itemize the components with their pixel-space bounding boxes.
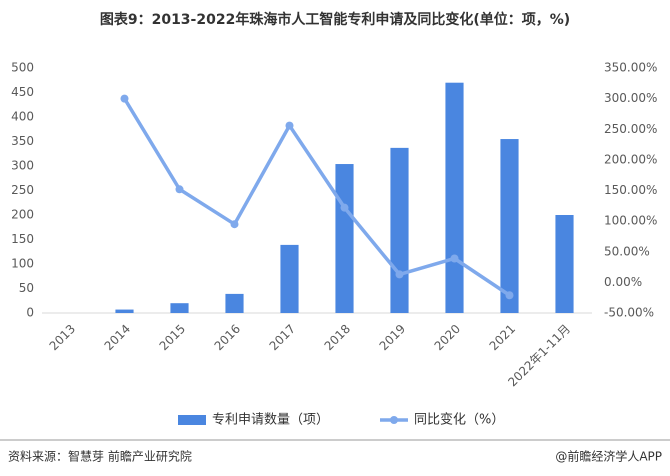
line-point <box>505 291 514 300</box>
y2-tick-label: 100.00% <box>604 214 657 228</box>
x-tick-label: 2015 <box>157 322 188 353</box>
bar <box>555 215 574 313</box>
line-point <box>285 121 294 130</box>
x-tick-label: 2021 <box>487 322 518 353</box>
bar <box>115 309 134 313</box>
chart-title: 图表9：2013-2022年珠海市人工智能专利申请及同比变化(单位：项，%) <box>100 11 570 28</box>
bar <box>280 244 299 313</box>
y2-tick-label: 150.00% <box>604 183 657 197</box>
line-point <box>230 220 239 229</box>
y-tick-label: 350 <box>11 134 34 148</box>
line <box>123 97 511 297</box>
y2-tick-label: 200.00% <box>604 152 657 166</box>
x-tick-label: 2019 <box>377 322 408 353</box>
legend-label: 同比变化（%） <box>414 412 504 428</box>
x-tick-label: 2018 <box>322 322 353 353</box>
bar <box>225 293 244 313</box>
x-tick-label: 2013 <box>47 322 78 353</box>
y2-tick-label: -50.00% <box>604 306 654 320</box>
x-tick-label: 2016 <box>212 322 243 353</box>
y2-tick-label: 0.00% <box>604 275 642 289</box>
y2-tick-label: 250.00% <box>604 122 657 136</box>
y-tick-label: 100 <box>11 257 34 271</box>
y2-tick-label: 50.00% <box>604 244 650 258</box>
bar <box>500 139 519 313</box>
y2-tick-label: 300.00% <box>604 91 657 105</box>
y-tick-label: 0 <box>26 306 34 320</box>
bar <box>335 164 354 313</box>
legend-label: 专利申请数量（项） <box>212 413 329 428</box>
x-tick-label: 2017 <box>267 322 298 353</box>
y-tick-label: 450 <box>11 85 34 99</box>
source: 资料来源：智慧芽 前瞻产业研究院 <box>8 449 192 464</box>
y-tick-label: 50 <box>19 281 34 295</box>
y-tick-label: 250 <box>11 183 34 197</box>
line-point <box>175 185 184 194</box>
credit: @前瞻经济学人APP <box>555 449 662 464</box>
legend-swatch <box>178 415 206 425</box>
y-tick-label: 200 <box>11 208 34 222</box>
y-tick-label: 150 <box>11 232 34 246</box>
line-point <box>395 270 404 279</box>
bar <box>170 303 189 313</box>
y-tick-label: 400 <box>11 110 34 124</box>
x-tick-label: 2020 <box>432 322 463 353</box>
bar <box>390 147 409 313</box>
y-tick-label: 500 <box>11 61 34 75</box>
line-point <box>450 254 459 263</box>
bar <box>445 82 464 313</box>
line-point <box>120 94 129 103</box>
y2-tick-label: 350.00% <box>604 61 657 75</box>
legend-swatch <box>390 416 398 424</box>
line-point <box>340 203 349 212</box>
y-tick-label: 300 <box>11 159 34 173</box>
x-tick-label: 2014 <box>102 322 133 353</box>
